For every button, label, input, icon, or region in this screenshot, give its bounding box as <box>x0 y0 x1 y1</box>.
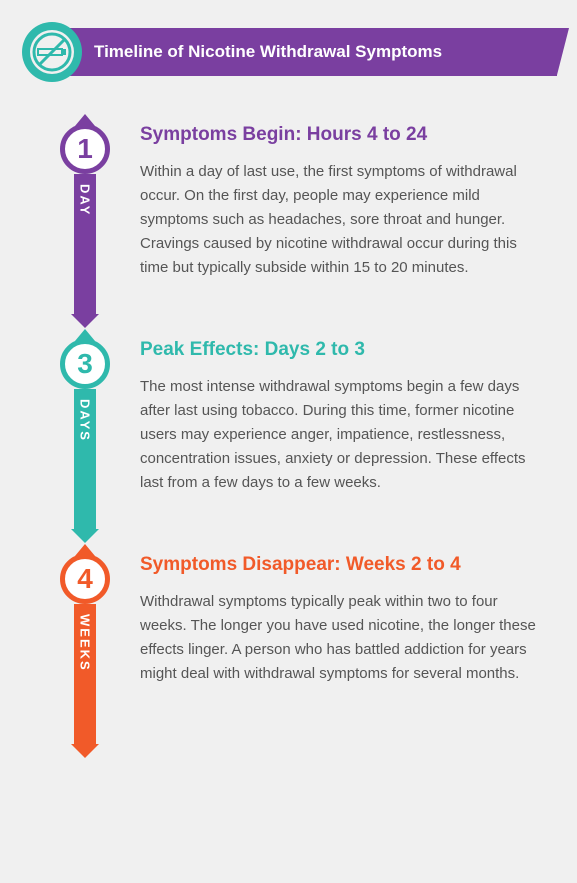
stage-number: 4 <box>77 563 93 595</box>
stage-content: Symptoms Begin: Hours 4 to 24 Within a d… <box>140 114 537 314</box>
stage-number-circle: 4 <box>60 554 110 604</box>
stage-number: 3 <box>77 348 93 380</box>
stage-bar: DAYS <box>74 389 96 529</box>
header: Timeline of Nicotine Withdrawal Symptoms <box>20 20 557 84</box>
header-title: Timeline of Nicotine Withdrawal Symptoms <box>64 28 557 76</box>
stage-title: Symptoms Begin: Hours 4 to 24 <box>140 124 537 146</box>
stage-bar: WEEKS <box>74 604 96 744</box>
stage-marker: 3 DAYS <box>60 329 110 529</box>
stage-body: Within a day of last use, the first symp… <box>140 160 537 280</box>
stage-unit: DAYS <box>78 399 93 442</box>
stage-title: Symptoms Disappear: Weeks 2 to 4 <box>140 554 537 576</box>
stage-marker: 1 DAY <box>60 114 110 314</box>
stage-body: The most intense withdrawal symptoms beg… <box>140 375 537 495</box>
no-smoking-icon <box>20 20 84 84</box>
stage-bar: DAY <box>74 174 96 314</box>
stage-2: 3 DAYS Peak Effects: Days 2 to 3 The mos… <box>60 329 537 529</box>
stage-body: Withdrawal symptoms typically peak withi… <box>140 590 537 686</box>
stage-content: Symptoms Disappear: Weeks 2 to 4 Withdra… <box>140 544 537 744</box>
stage-content: Peak Effects: Days 2 to 3 The most inten… <box>140 329 537 529</box>
stage-number-circle: 3 <box>60 339 110 389</box>
stage-1: 1 DAY Symptoms Begin: Hours 4 to 24 With… <box>60 114 537 314</box>
stage-3: 4 WEEKS Symptoms Disappear: Weeks 2 to 4… <box>60 544 537 744</box>
stage-unit: DAY <box>78 184 93 216</box>
timeline: 1 DAY Symptoms Begin: Hours 4 to 24 With… <box>20 114 557 744</box>
stage-marker: 4 WEEKS <box>60 544 110 744</box>
stage-unit: WEEKS <box>78 614 93 672</box>
stage-number-circle: 1 <box>60 124 110 174</box>
stage-title: Peak Effects: Days 2 to 3 <box>140 339 537 361</box>
stage-number: 1 <box>77 133 93 165</box>
